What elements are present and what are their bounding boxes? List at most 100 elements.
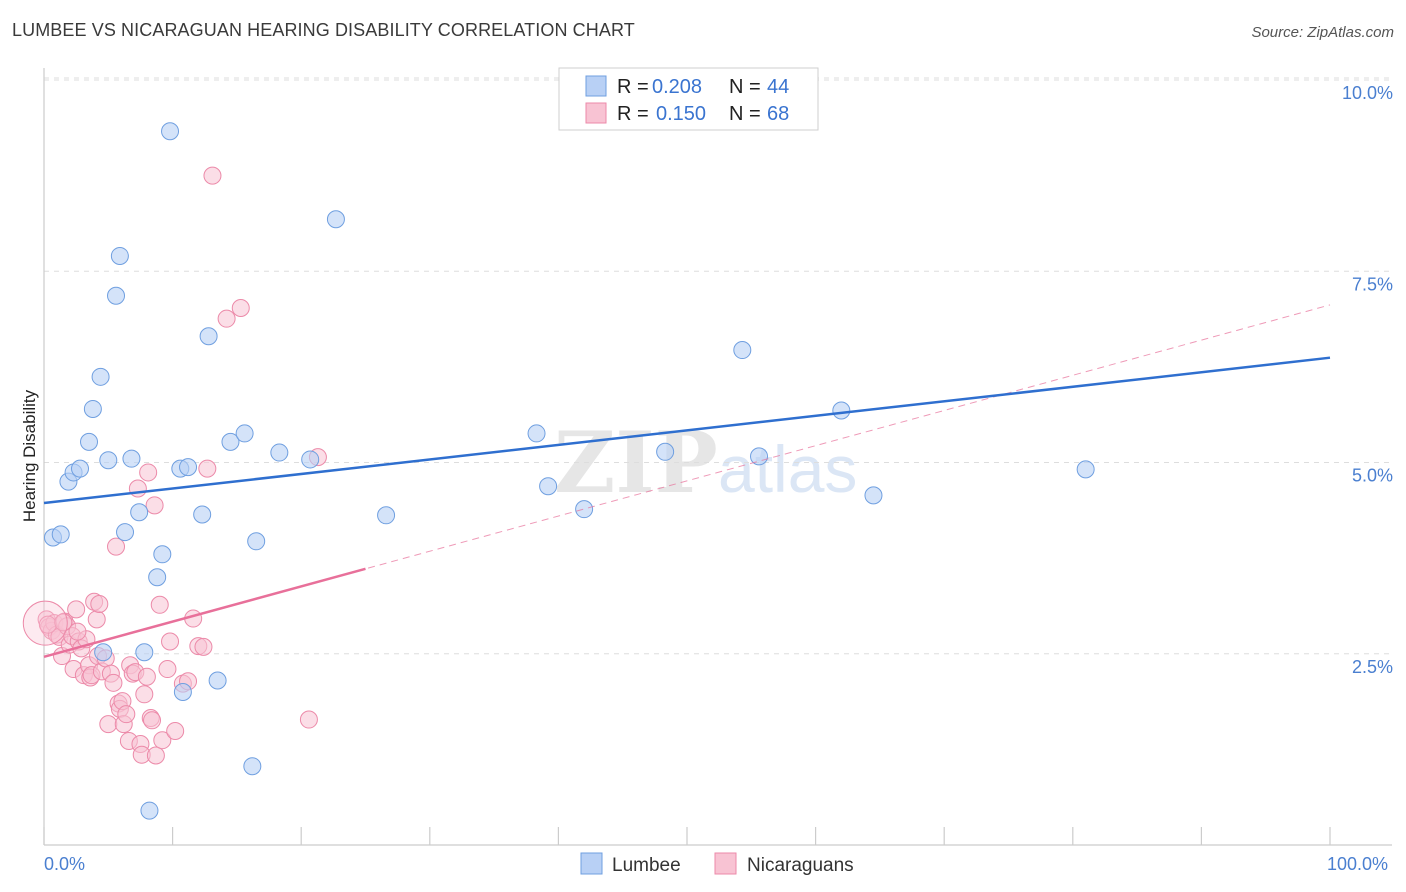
lumbee-point bbox=[235, 424, 254, 443]
nicaraguans-point-cluster bbox=[22, 600, 68, 646]
legend-nic-r-label: R = bbox=[617, 103, 649, 125]
lumbee-point bbox=[527, 424, 546, 443]
x-tick-label-max: 100.0% bbox=[1327, 854, 1388, 874]
series-legend: Lumbee Nicaraguans bbox=[580, 852, 854, 876]
lumbee-point bbox=[153, 545, 172, 564]
lumbee-point bbox=[91, 367, 110, 386]
y-tick-label: 10.0% bbox=[1342, 83, 1393, 103]
y-tick-labels: 2.5% 5.0% 7.5% 10.0% bbox=[1342, 83, 1393, 677]
nicaraguans-point bbox=[198, 459, 217, 478]
nicaraguans-point bbox=[194, 637, 213, 656]
nicaraguans-point bbox=[143, 711, 162, 730]
nicaraguans-point bbox=[68, 622, 87, 641]
legend-lumbee-n-label: N = bbox=[729, 76, 761, 98]
lumbee-point bbox=[71, 459, 90, 478]
nicaraguans-point bbox=[135, 685, 154, 704]
lumbee-point bbox=[116, 523, 135, 542]
lumbee-point bbox=[221, 432, 240, 451]
nicaraguans-point bbox=[146, 746, 165, 765]
lumbee-point bbox=[94, 643, 113, 662]
lumbee-points bbox=[44, 97, 1095, 820]
lumbee-point bbox=[140, 801, 159, 820]
lumbee-point bbox=[80, 432, 99, 451]
nicaraguans-point bbox=[99, 715, 118, 734]
lumbee-point bbox=[173, 683, 192, 701]
legend-nic-n-label: N = bbox=[729, 103, 761, 125]
lumbee-point bbox=[377, 506, 396, 525]
y-tick-label: 5.0% bbox=[1352, 466, 1393, 486]
bottom-legend-swatch-lumbee bbox=[580, 852, 603, 875]
nicaraguans-point bbox=[90, 595, 109, 614]
x-ticks bbox=[43, 827, 1331, 845]
nicaraguans-point bbox=[67, 600, 86, 619]
lumbee-point bbox=[656, 442, 675, 461]
nicaraguans-point bbox=[161, 632, 180, 651]
trend-lines bbox=[43, 304, 1331, 659]
lumbee-point bbox=[130, 503, 149, 522]
nicaraguans-point bbox=[87, 610, 106, 629]
lumbee-point bbox=[539, 477, 558, 496]
gridlines bbox=[44, 77, 1392, 655]
bottom-legend-nicaraguans: Nicaraguans bbox=[747, 855, 854, 876]
legend-nic-n-value: 68 bbox=[767, 103, 789, 125]
lumbee-point bbox=[107, 286, 126, 305]
lumbee-point bbox=[243, 757, 262, 776]
lumbee-point bbox=[122, 449, 141, 468]
legend-lumbee-r-value: 0.208 bbox=[652, 76, 702, 98]
bottom-legend-lumbee: Lumbee bbox=[612, 855, 681, 876]
bottom-legend-swatch-nicaraguans bbox=[714, 852, 737, 875]
lumbee-point bbox=[733, 341, 752, 360]
nicaraguans-point bbox=[153, 731, 172, 750]
correlation-legend: R = 0.208 N = 44 R = 0.150 N = 68 bbox=[558, 67, 819, 131]
lumbee-point bbox=[135, 643, 154, 662]
lumbee-point bbox=[193, 505, 212, 524]
chart-title: LUMBEE VS NICARAGUAN HEARING DISABILITY … bbox=[12, 20, 635, 40]
legend-lumbee-n-value: 44 bbox=[767, 76, 789, 98]
x-tick-label-min: 0.0% bbox=[44, 854, 85, 874]
lumbee-point bbox=[750, 447, 769, 466]
lumbee-point bbox=[301, 450, 320, 469]
nicaraguans-point bbox=[203, 166, 222, 185]
lumbee-point bbox=[326, 210, 345, 229]
nicaraguans-point bbox=[107, 537, 126, 556]
lumbee-point bbox=[51, 525, 70, 544]
nicaraguans-point bbox=[166, 722, 185, 741]
lumbee-point bbox=[148, 568, 167, 587]
nicaraguans-point bbox=[128, 479, 147, 498]
source-label: Source: ZipAtlas.com bbox=[1251, 24, 1394, 41]
nicaraguans-point bbox=[231, 298, 250, 317]
lumbee-point bbox=[99, 451, 118, 470]
nicaraguans-point bbox=[137, 667, 156, 686]
lumbee-point bbox=[1076, 460, 1095, 479]
nicaraguans-point bbox=[117, 705, 136, 724]
nicaraguans-point bbox=[158, 660, 177, 679]
lumbee-point bbox=[199, 327, 218, 346]
legend-lumbee-r-label: R = bbox=[617, 76, 649, 98]
lumbee-point bbox=[575, 500, 594, 519]
lumbee-point bbox=[161, 122, 180, 141]
lumbee-trend-line bbox=[43, 356, 1331, 505]
y-tick-label: 7.5% bbox=[1352, 274, 1393, 294]
lumbee-point bbox=[110, 246, 129, 265]
nicaraguans-point bbox=[145, 496, 164, 515]
nicaraguans-point bbox=[139, 463, 158, 482]
lumbee-point bbox=[270, 443, 289, 462]
nicaraguans-point bbox=[54, 613, 73, 632]
nicaraguans-trend-line bbox=[43, 567, 366, 659]
y-tick-label: 2.5% bbox=[1352, 657, 1393, 677]
nicaraguans-point bbox=[150, 595, 169, 614]
lumbee-point bbox=[208, 671, 227, 690]
legend-swatch-lumbee bbox=[585, 75, 607, 97]
lumbee-point bbox=[179, 458, 198, 477]
lumbee-point bbox=[864, 486, 883, 505]
y-axis-label: Hearing Disability bbox=[20, 389, 39, 522]
nicaraguans-point bbox=[299, 710, 318, 729]
lumbee-point bbox=[247, 532, 266, 551]
watermark-atlas: atlas bbox=[718, 432, 857, 506]
nicaraguans-point bbox=[104, 673, 123, 692]
nicaraguans-point bbox=[217, 309, 236, 328]
lumbee-point bbox=[83, 399, 102, 418]
lumbee-point bbox=[832, 401, 851, 420]
legend-nic-r-value: 0.150 bbox=[656, 103, 706, 125]
